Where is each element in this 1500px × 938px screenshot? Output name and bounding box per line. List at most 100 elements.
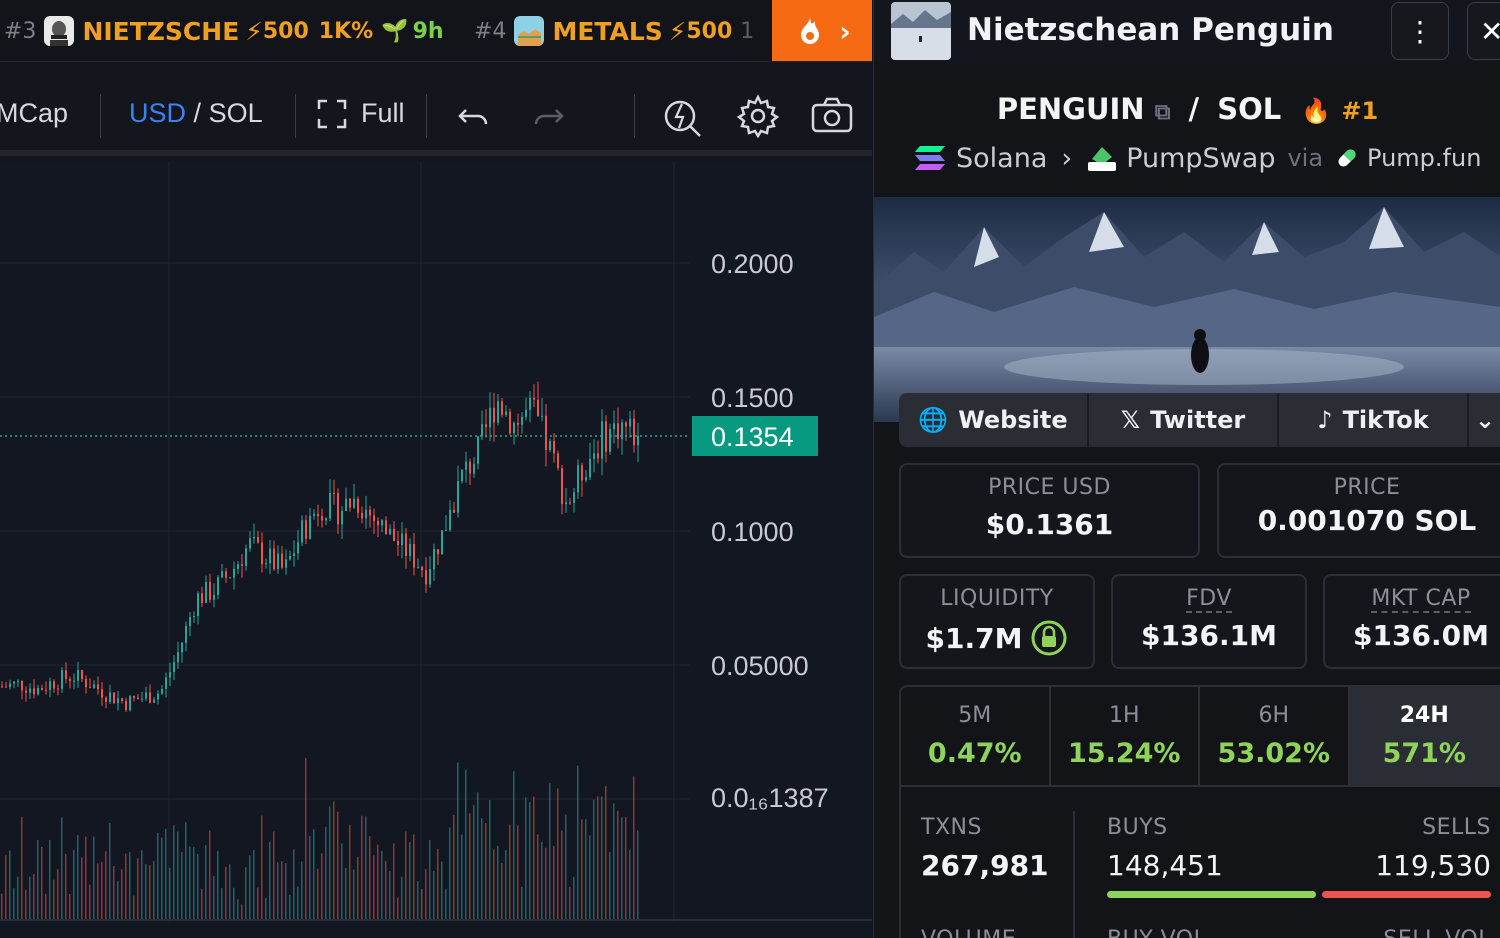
timeframe-label: 5M	[958, 703, 992, 728]
chain-name[interactable]: Solana	[956, 142, 1048, 174]
flame-rank-icon: 🔥	[1301, 97, 1332, 125]
currency-toggle[interactable]: USD / SOL	[129, 98, 263, 129]
copy-icon[interactable]: ⧉	[1154, 100, 1171, 125]
volume-bar	[109, 822, 111, 919]
candle	[253, 536, 255, 539]
volume-bar	[353, 869, 355, 919]
candle	[401, 533, 403, 546]
candle	[89, 687, 91, 689]
timeframe-5m[interactable]: 5M 0.47%	[901, 687, 1051, 785]
candle	[485, 424, 487, 428]
close-button[interactable]: ✕	[1467, 2, 1500, 60]
settings-gear-icon[interactable]	[736, 94, 780, 138]
fullscreen-button[interactable]: Full	[317, 98, 405, 129]
undo-icon[interactable]	[452, 94, 496, 138]
pill-icon	[1338, 149, 1356, 167]
volume-bar	[537, 834, 539, 919]
volume-bar	[393, 843, 395, 919]
candle	[585, 477, 587, 481]
candle	[633, 418, 635, 446]
volume-bar	[117, 881, 119, 919]
timeframe-24h[interactable]: 24H 571%	[1349, 687, 1499, 785]
volume-bar	[369, 836, 371, 919]
volume-bar	[601, 796, 603, 919]
candlestick-chart-svg[interactable]: 0.2000 0.1500 0.1000 0.05000 0.0₁₆1387 0…	[0, 162, 872, 938]
ticker-name: NIETZSCHE	[82, 16, 240, 46]
volume-bar	[589, 835, 591, 919]
sol-option[interactable]: SOL	[208, 98, 263, 128]
timeframe-6h[interactable]: 6H 53.02%	[1200, 687, 1350, 785]
mkt-cap-label: MKT CAP	[1371, 586, 1471, 613]
volume-bar	[341, 843, 343, 919]
volume-bar	[129, 851, 131, 919]
candle	[33, 688, 35, 695]
candle	[449, 509, 451, 531]
timeframe-label: 6H	[1258, 703, 1290, 728]
trending-next-button[interactable]: ›	[772, 0, 872, 61]
more-links-button[interactable]: ⌄	[1469, 393, 1500, 447]
volume-bar	[613, 803, 615, 919]
price-chart[interactable]: 0.2000 0.1500 0.1000 0.05000 0.0₁₆1387 0…	[0, 162, 872, 938]
candle	[165, 677, 167, 690]
candle	[241, 564, 243, 566]
dex-name[interactable]: PumpSwap	[1126, 142, 1276, 174]
candle	[85, 678, 87, 688]
candle	[205, 582, 207, 603]
candle	[269, 548, 271, 564]
candle	[57, 688, 59, 690]
usd-option[interactable]: USD	[129, 98, 187, 128]
volume-bar	[433, 870, 435, 919]
volume-bar	[277, 862, 279, 919]
candle	[597, 453, 599, 459]
ticker-item-nietzsche[interactable]: #3 NIETZSCHE ⚡ 500 1K% 🌱 9h	[4, 15, 444, 47]
timeframe-1h[interactable]: 1H 15.24%	[1051, 687, 1201, 785]
quick-search-icon[interactable]	[660, 94, 704, 138]
candle	[125, 700, 127, 711]
boost-bolt-icon: ⚡	[668, 16, 687, 46]
volume-label: VOLUME	[921, 927, 1016, 938]
volume-bar	[29, 876, 31, 919]
candle	[25, 690, 27, 693]
ticker-item-metals[interactable]: #4 METALS ⚡ 500 1	[474, 15, 754, 47]
more-menu-button[interactable]: ⋮	[1391, 2, 1449, 60]
volume-bar	[425, 869, 427, 919]
volume-bar	[493, 849, 495, 919]
txns-divider	[1073, 811, 1075, 938]
timeframe-value: 53.02%	[1217, 738, 1331, 769]
volume-bar	[421, 889, 423, 919]
volume-bar	[193, 847, 195, 919]
candle	[369, 509, 371, 516]
price-tick: 0.05000	[711, 651, 809, 681]
candle	[265, 563, 267, 565]
volume-bar	[213, 875, 215, 919]
candle	[65, 670, 67, 679]
launchpad-name[interactable]: Pump.fun	[1367, 144, 1482, 172]
volume-bar	[625, 817, 627, 919]
twitter-link[interactable]: 𝕏 Twitter	[1089, 393, 1279, 447]
volume-bar	[517, 825, 519, 919]
transactions-section: TXNS 267,981 BUYS 148,451 SELLS 119,530 …	[899, 787, 1500, 938]
lock-icon[interactable]	[1030, 619, 1068, 657]
camera-icon[interactable]	[810, 94, 854, 138]
volume-bar	[629, 849, 631, 919]
volume-bar	[461, 834, 463, 919]
last-price-badge	[692, 416, 818, 456]
ticker-more: 1	[740, 18, 755, 44]
redo-icon[interactable]	[526, 94, 570, 138]
volume-bar	[313, 829, 315, 919]
volume-bar	[221, 888, 223, 919]
website-link[interactable]: 🌐 Website	[899, 393, 1089, 447]
mcap-toggle[interactable]: MCap	[0, 98, 69, 128]
chain-breadcrumb: Solana › PumpSwap via Pump.fun	[914, 140, 1481, 176]
ticker-age: 9h	[412, 18, 444, 44]
tiktok-link[interactable]: ♪ TikTok	[1279, 393, 1469, 447]
volume-bar	[125, 853, 127, 919]
toolbar-divider	[426, 94, 427, 138]
candle	[317, 513, 319, 517]
fdv-card: FDV $136.1M	[1111, 574, 1307, 669]
candle	[97, 684, 99, 690]
candle	[157, 693, 159, 700]
volume-bar	[593, 799, 595, 919]
candle	[601, 421, 603, 459]
nietzsche-avatar-icon	[44, 16, 75, 46]
